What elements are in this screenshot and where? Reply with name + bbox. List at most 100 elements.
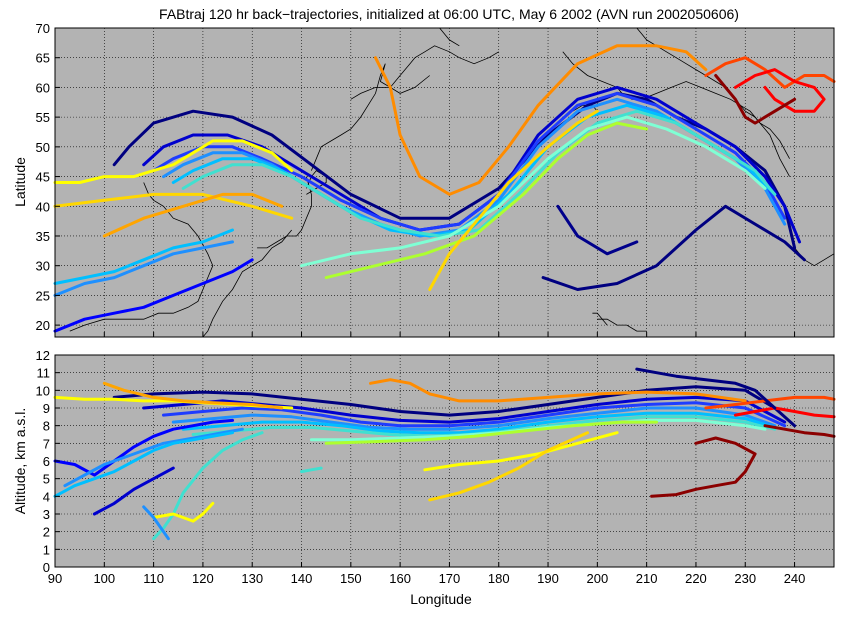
latitude-panel-frame (54, 27, 835, 338)
longitude-axis-label: Longitude (410, 591, 472, 607)
coastline (592, 312, 608, 326)
chart-title: FABtraj 120 hr back−trajectories, initia… (159, 6, 739, 22)
altitude-trajectory-line (423, 431, 619, 472)
y-tick-label: 20 (36, 318, 50, 333)
latitude-trajectory-line (556, 204, 639, 256)
latitude-trajectory-line (374, 44, 708, 196)
latitude-ticks: 20 25 30 35 40 45 50 55 60 65 70 (36, 21, 796, 337)
y-tick-label: 3 (43, 507, 50, 522)
x-tick-label: 230 (734, 571, 756, 586)
altitude-axis-label: Altitude, km a.s.l. (12, 408, 28, 515)
x-tick-label: 100 (93, 571, 115, 586)
x-tick-label: 170 (439, 571, 461, 586)
x-tick-label: 220 (685, 571, 707, 586)
x-tick-label: 210 (636, 571, 658, 586)
y-tick-label: 35 (36, 229, 50, 244)
x-tick-label: 140 (291, 571, 313, 586)
altitude-trajectory-line (171, 406, 777, 431)
y-tick-label: 5 (43, 472, 50, 487)
altitude-trajectory-line (162, 401, 787, 428)
y-tick-label: 12 (36, 348, 50, 363)
altitude-trajectory-line (428, 431, 589, 502)
altitude-trajectory-line (704, 395, 836, 410)
y-tick-label: 2 (43, 525, 50, 540)
latitude-axis-label: Latitude (12, 157, 28, 207)
altitude-trajectory-line (152, 431, 264, 541)
latitude-trajectory-line (300, 115, 767, 268)
y-tick-label: 30 (36, 259, 50, 274)
y-tick-label: 65 (36, 51, 50, 66)
altitude-trajectories (53, 367, 836, 541)
altitude-trajectory-line (733, 406, 836, 419)
altitude-trajectory-line (635, 367, 777, 410)
latitude-trajectory-line (53, 240, 234, 297)
coastline (562, 51, 790, 177)
coastline (439, 27, 460, 47)
y-tick-label: 7 (43, 436, 50, 451)
latitude-panel-background (55, 28, 834, 337)
altitude-trajectory-line (53, 431, 234, 498)
latitude-trajectory-line (53, 192, 294, 220)
coastline (257, 176, 312, 249)
latitude-trajectory-line (102, 192, 284, 238)
y-tick-label: 4 (43, 489, 50, 504)
latitude-trajectory-line (714, 74, 797, 125)
y-tick-label: 0 (43, 560, 50, 575)
x-tick-label: 120 (192, 571, 214, 586)
latitude-trajectory-line (541, 204, 806, 291)
altitude-trajectory-line (63, 427, 244, 488)
latitude-trajectory-line (53, 139, 294, 184)
y-tick-label: 9 (43, 401, 50, 416)
y-tick-label: 45 (36, 170, 50, 185)
altitude-trajectory-line (181, 411, 777, 435)
y-tick-label: 8 (43, 419, 50, 434)
coastline (597, 318, 647, 332)
altitude-trajectory-line (650, 436, 757, 498)
x-tick-label: 160 (389, 571, 411, 586)
latitude-trajectory-line (428, 109, 599, 291)
latitude-trajectory-line (53, 258, 254, 333)
altitude-trajectory-line (92, 466, 175, 516)
y-tick-label: 50 (36, 140, 50, 155)
altitude-trajectory-line (102, 381, 284, 410)
altitude-trajectory-line (53, 418, 234, 477)
altitude-panel-background (55, 355, 834, 567)
x-tick-label: 150 (340, 571, 362, 586)
x-tick-label: 180 (488, 571, 510, 586)
x-tick-label: 90 (48, 571, 62, 586)
y-tick-label: 6 (43, 454, 50, 469)
latitude-trajectory-line (181, 109, 777, 238)
x-tick-label: 240 (784, 571, 806, 586)
x-tick-label: 200 (586, 571, 608, 586)
altitude-trajectory-line (112, 385, 797, 428)
altitude-trajectory-line (142, 505, 170, 541)
y-tick-label: 55 (36, 110, 50, 125)
altitude-trajectory-line (763, 424, 836, 438)
x-tick-label: 190 (537, 571, 559, 586)
latitude-trajectory-line (53, 228, 234, 285)
altitude-trajectory-line (300, 466, 323, 474)
y-tick-label: 60 (36, 80, 50, 95)
y-tick-label: 70 (36, 21, 50, 36)
coastline (414, 45, 499, 65)
x-tick-label: 110 (143, 571, 164, 586)
x-tick-label: 130 (241, 571, 263, 586)
y-tick-label: 1 (43, 542, 50, 557)
coastline (202, 229, 293, 338)
altitude-trajectory-line (142, 395, 787, 424)
y-tick-label: 11 (37, 366, 51, 381)
altitude-trajectory-line (324, 420, 658, 445)
latitude-panel: 20 25 30 35 40 45 50 55 60 65 70 Latitude (12, 21, 836, 338)
altitude-trajectory-line (369, 378, 747, 403)
longitude-ticks: 90 100 110 120 130 140 150 160 170 180 190 200 210 22… (48, 562, 806, 586)
coastline (311, 57, 416, 171)
altitude-trajectory-line (152, 501, 215, 523)
y-tick-label: 40 (36, 199, 50, 214)
y-tick-label: 25 (36, 288, 50, 303)
latitude-trajectories (53, 44, 836, 333)
latitude-trajectory-line (152, 91, 787, 232)
latitude-trajectory-line (324, 121, 649, 280)
